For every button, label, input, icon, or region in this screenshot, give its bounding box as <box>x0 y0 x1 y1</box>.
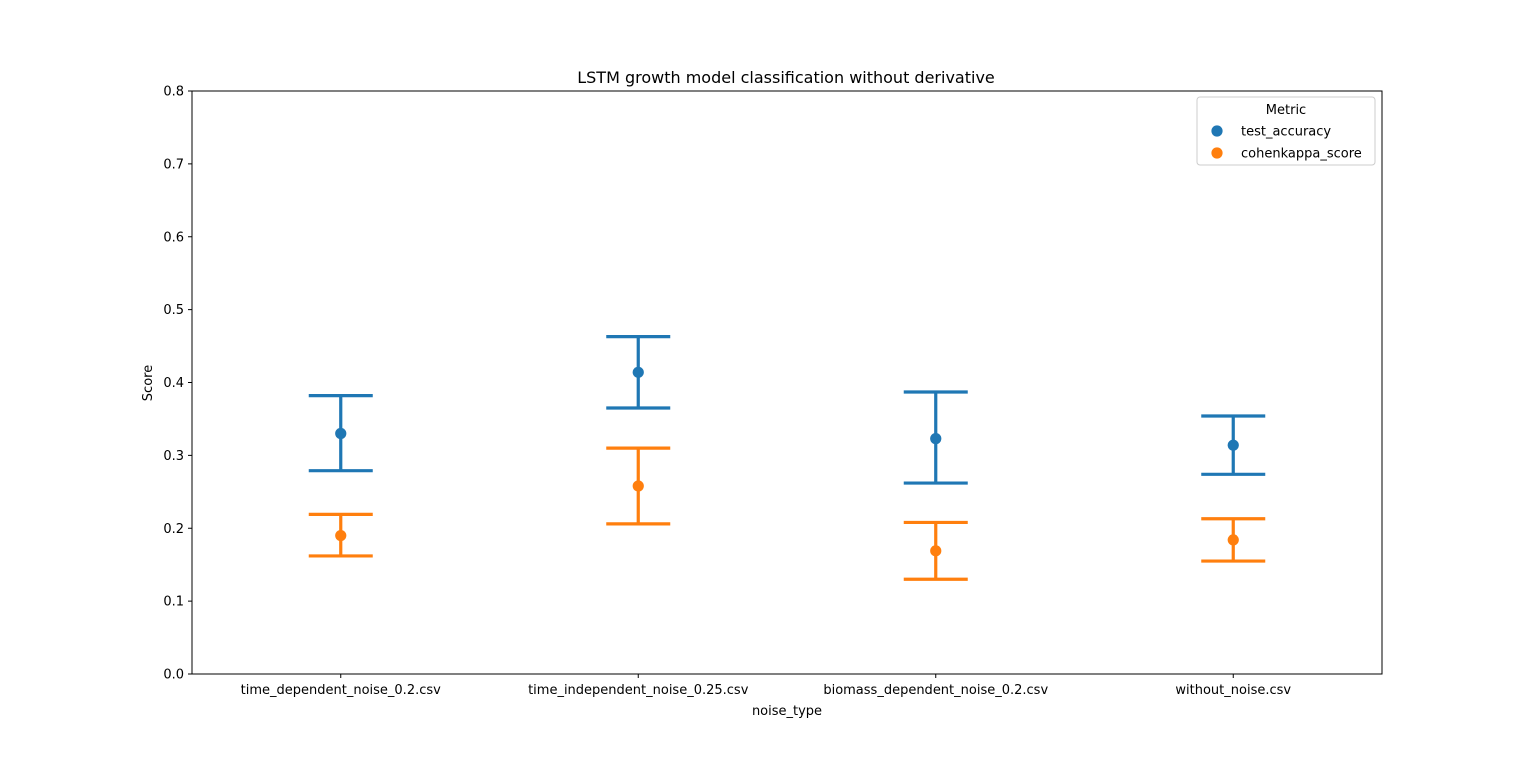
data-point <box>632 366 644 378</box>
x-tick-label: without_noise.csv <box>1175 683 1291 698</box>
legend-marker <box>1211 147 1223 159</box>
legend-title: Metric <box>1266 103 1306 118</box>
y-tick-label: 0.0 <box>163 668 184 683</box>
data-point <box>930 545 942 557</box>
y-tick-label: 0.5 <box>163 303 184 318</box>
series-cohenkappa_score <box>308 446 1266 581</box>
data-point <box>1227 439 1239 451</box>
legend-label: test_accuracy <box>1241 125 1331 140</box>
legend-marker <box>1211 125 1223 137</box>
data-point <box>335 427 347 440</box>
y-tick-label: 0.7 <box>163 157 184 172</box>
y-tick-label: 0.3 <box>163 449 184 464</box>
x-tick-label: biomass_dependent_noise_0.2.csv <box>823 683 1048 698</box>
chart-title: LSTM growth model classification without… <box>577 68 995 87</box>
data-point <box>1227 534 1239 546</box>
y-tick-label: 0.6 <box>163 230 184 245</box>
legend-label: cohenkappa_score <box>1241 147 1362 162</box>
y-tick-label: 0.2 <box>163 522 184 537</box>
y-axis-label: Score <box>141 365 156 401</box>
x-tick-label: time_independent_noise_0.25.csv <box>528 683 749 698</box>
series-test_accuracy <box>308 334 1266 485</box>
y-tick-label: 0.4 <box>163 376 184 391</box>
x-axis-label: noise_type <box>752 704 822 719</box>
y-tick-label: 0.1 <box>163 595 184 610</box>
x-axis: time_dependent_noise_0.2.csv time_indepen… <box>241 674 1291 698</box>
legend-entries: test_accuracy cohenkappa_score <box>1211 125 1362 162</box>
series-layer <box>308 334 1266 581</box>
x-tick-label: time_dependent_noise_0.2.csv <box>241 683 441 698</box>
data-point <box>632 480 644 492</box>
y-tick-label: 0.8 <box>163 85 184 100</box>
data-point <box>930 433 942 445</box>
legend-frame <box>1196 96 1376 166</box>
data-point <box>335 529 347 542</box>
legend: Metric test_accuracy cohenkappa_score <box>1196 96 1376 166</box>
y-axis: 0.0 0.1 0.2 0.3 0.4 0.5 0.6 0.7 0.8 <box>163 85 192 683</box>
plot-area-frame <box>191 90 1383 675</box>
